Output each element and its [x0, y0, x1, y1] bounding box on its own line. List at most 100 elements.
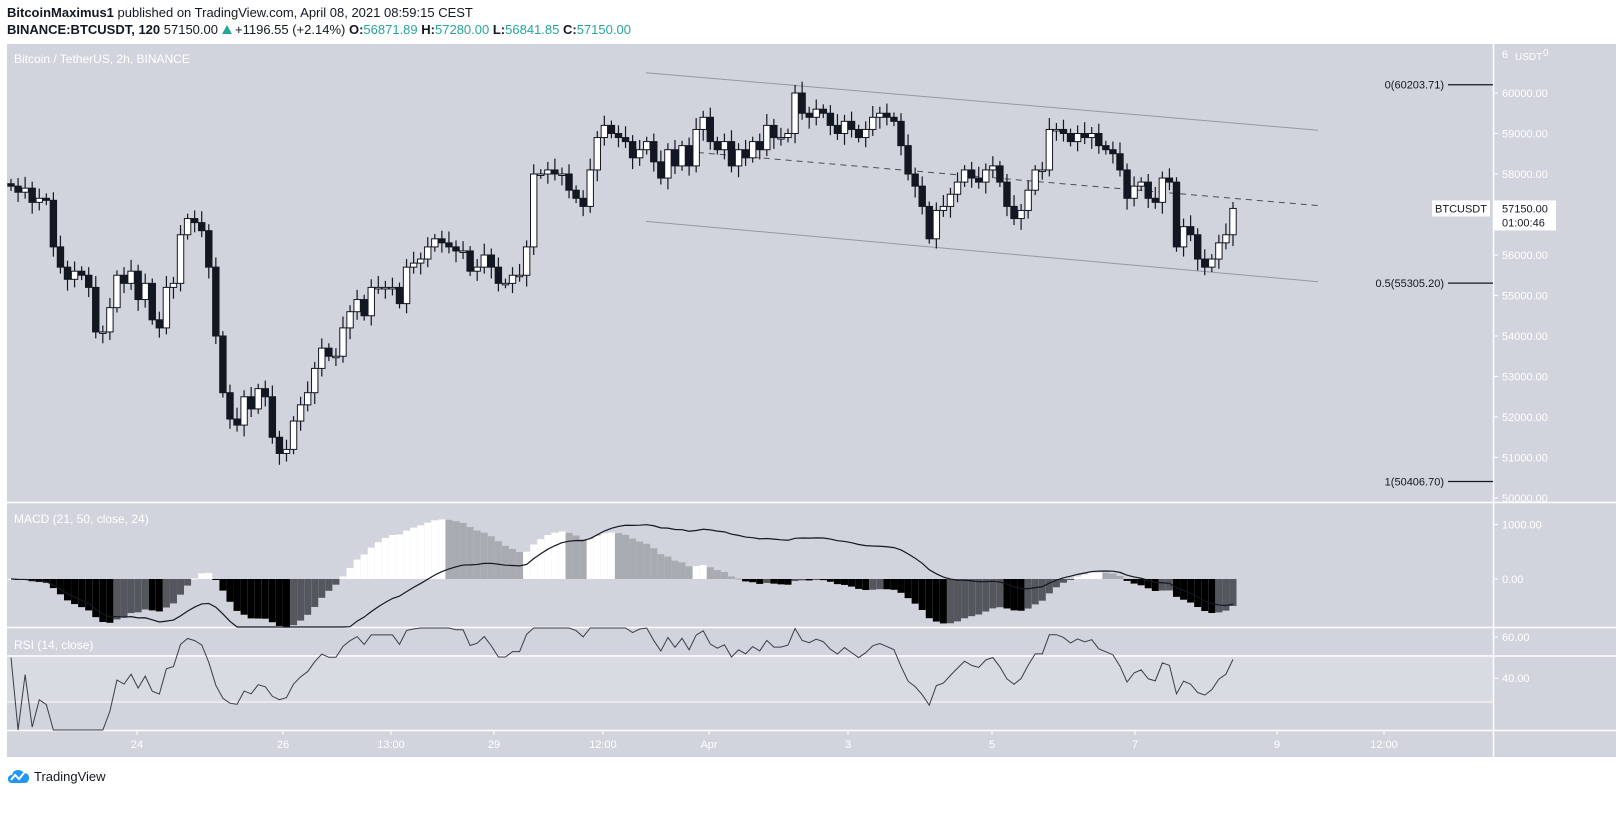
candle-up[interactable] [1137, 181, 1145, 187]
candle-up[interactable] [989, 165, 997, 171]
candle-up[interactable] [339, 327, 347, 357]
candle-down[interactable] [261, 388, 269, 398]
candle-down[interactable] [198, 222, 206, 232]
candle-up[interactable] [1130, 185, 1138, 199]
candle-down[interactable] [1010, 205, 1018, 220]
candle-up[interactable] [960, 169, 969, 183]
candle-down[interactable] [1080, 133, 1089, 139]
candle-up[interactable] [515, 274, 524, 278]
candle-down[interactable] [826, 112, 835, 126]
candle-up[interactable] [643, 141, 651, 151]
candle-down[interactable] [360, 299, 368, 317]
candle-up[interactable] [1052, 128, 1061, 132]
candle-up[interactable] [282, 448, 291, 454]
candle-up[interactable] [791, 92, 799, 134]
author-name[interactable]: BitcoinMaximus1 [7, 5, 114, 20]
candle-up[interactable] [530, 173, 538, 248]
candle-up[interactable] [763, 124, 771, 151]
candle-down[interactable] [14, 185, 22, 193]
candle-down[interactable] [120, 274, 128, 284]
candle-down[interactable] [155, 319, 164, 329]
candle-down[interactable] [7, 183, 15, 187]
candle-down[interactable] [657, 161, 665, 179]
candle-up[interactable] [777, 137, 785, 140]
candle-up[interactable] [1208, 258, 1216, 268]
candle-up[interactable] [699, 116, 707, 130]
candle-down[interactable] [1123, 169, 1131, 199]
candle-down[interactable] [1193, 234, 1202, 260]
candle-up[interactable] [1073, 133, 1082, 143]
candle-up[interactable] [982, 169, 990, 183]
candle-up[interactable] [254, 388, 262, 410]
candle-down[interactable] [579, 197, 587, 207]
candle-up[interactable] [35, 197, 43, 203]
candle-down[interactable] [1066, 133, 1075, 143]
candle-down[interactable] [219, 335, 227, 394]
candle-down[interactable] [650, 141, 658, 163]
candle-down[interactable] [487, 254, 496, 268]
candle-up[interactable] [869, 116, 877, 130]
candle-up[interactable] [1088, 133, 1096, 139]
candle-up[interactable] [367, 286, 375, 317]
candle-up[interactable] [932, 209, 941, 240]
channel-upper-line[interactable] [645, 72, 1319, 131]
candle-down[interactable] [226, 392, 234, 420]
candle-down[interactable] [621, 137, 630, 143]
candle-up[interactable] [1024, 189, 1032, 211]
candle-down[interactable] [1186, 226, 1195, 236]
candle-down[interactable] [911, 173, 919, 187]
candle-down[interactable] [741, 149, 750, 159]
candle-down[interactable] [1165, 177, 1174, 183]
candle-down[interactable] [205, 230, 213, 268]
candle-down[interactable] [890, 116, 898, 122]
candle-up[interactable] [861, 128, 870, 139]
candle-up[interactable] [127, 270, 135, 284]
candle-down[interactable] [275, 436, 284, 454]
candle-up[interactable] [558, 173, 566, 176]
candle-down[interactable] [445, 242, 453, 248]
candle-down[interactable] [1059, 128, 1068, 134]
candle-up[interactable] [473, 266, 481, 272]
candle-down[interactable] [904, 145, 912, 175]
candle-up[interactable] [537, 173, 545, 176]
candle-up[interactable] [1038, 169, 1046, 172]
candle-down[interactable] [212, 266, 220, 337]
candle-down[interactable] [77, 270, 86, 276]
candle-down[interactable] [918, 185, 926, 207]
candle-up[interactable] [431, 238, 439, 248]
candle-up[interactable] [508, 274, 517, 284]
candle-down[interactable] [685, 145, 693, 167]
candle-down[interactable] [897, 120, 905, 147]
candle-down[interactable] [975, 177, 983, 183]
candle-down[interactable] [84, 274, 93, 288]
candle-up[interactable] [113, 274, 121, 309]
candle-up[interactable] [1222, 234, 1230, 244]
candle-up[interactable] [162, 286, 171, 329]
candle-up[interactable] [416, 258, 425, 264]
channel-lower-line[interactable] [645, 220, 1319, 283]
candle-up[interactable] [176, 234, 185, 284]
candle-down[interactable] [819, 108, 828, 114]
candle-down[interactable] [438, 238, 446, 244]
candle-up[interactable] [501, 282, 510, 286]
candle-down[interactable] [847, 120, 856, 130]
candle-up[interactable] [311, 367, 319, 394]
candle-up[interactable] [692, 128, 700, 167]
candle-down[interactable] [494, 266, 503, 284]
candle-down[interactable] [134, 270, 142, 301]
candle-up[interactable] [70, 270, 79, 280]
candle-up[interactable] [953, 181, 962, 195]
candle-down[interactable] [247, 396, 255, 410]
candle-up[interactable] [21, 187, 29, 193]
candle-up[interactable] [353, 299, 361, 313]
candle-down[interactable] [996, 165, 1004, 183]
candle-down[interactable] [572, 189, 580, 199]
candle-down[interactable] [805, 112, 813, 118]
candle-up[interactable] [303, 392, 312, 406]
candle-up[interactable] [459, 250, 467, 253]
candle-up[interactable] [876, 112, 884, 118]
candle-down[interactable] [466, 250, 474, 272]
candle-down[interactable] [1144, 181, 1152, 199]
candle-up[interactable] [183, 218, 192, 236]
candle-up[interactable] [1017, 209, 1025, 220]
